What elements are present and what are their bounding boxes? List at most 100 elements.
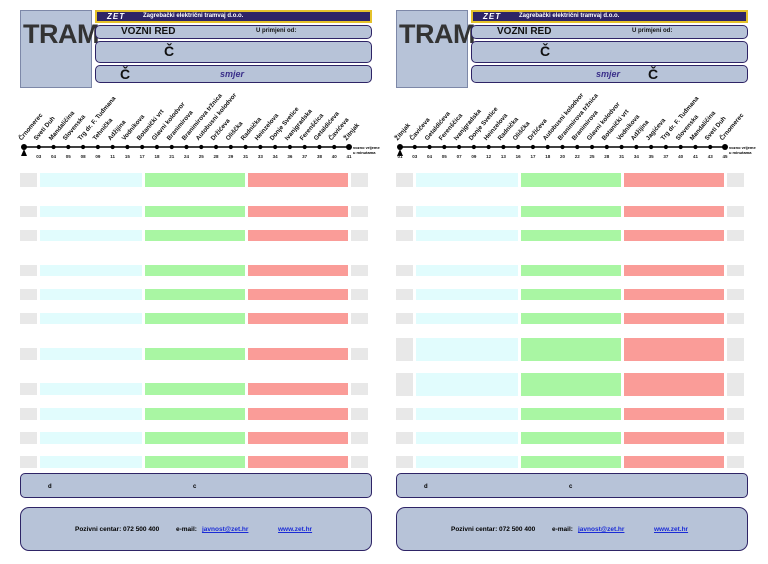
- tram-box: TRAM: [396, 10, 475, 88]
- stop-dot: [258, 144, 263, 150]
- schedule-row: [20, 456, 372, 468]
- schedule-cell: [248, 383, 348, 395]
- travel-time: 07: [456, 154, 462, 159]
- smjer-line-char: Č: [648, 66, 659, 82]
- travel-time: 41: [346, 154, 352, 159]
- schedule-cell: [396, 206, 413, 217]
- travel-time: 25: [198, 154, 204, 159]
- stop-dot: [560, 144, 565, 150]
- web-link[interactable]: www.zet.hr: [654, 526, 689, 533]
- schedule-cell: [396, 373, 413, 396]
- schedule-row: [20, 230, 372, 241]
- schedule-cell: [40, 173, 142, 187]
- tram-label: TRAM: [23, 19, 99, 49]
- travel-time: 35: [648, 154, 654, 159]
- stop-dot: [287, 144, 293, 150]
- travel-time: 45: [722, 154, 728, 159]
- schedule-cell: [624, 313, 724, 324]
- travel-time: 17: [139, 154, 145, 159]
- schedule-cell: [351, 408, 368, 420]
- vozni-red-field: VOZNI RED U primjeni od:: [471, 25, 748, 39]
- schedule-cell: [20, 265, 37, 276]
- travel-time: 28: [213, 154, 219, 159]
- schedule-cell: [248, 265, 348, 276]
- schedule-cell: [727, 432, 744, 444]
- travel-time: 37: [302, 154, 308, 159]
- schedule-cell: [248, 432, 348, 444]
- schedule-row: [20, 289, 372, 300]
- stop-dot: [273, 144, 278, 150]
- schedule-row: [20, 265, 372, 276]
- travel-time: 25: [589, 154, 595, 159]
- schedule-cell: [20, 456, 37, 468]
- stop-dot: [516, 144, 521, 150]
- tram-label: TRAM: [399, 19, 475, 49]
- web-link[interactable]: www.zet.hr: [278, 526, 313, 533]
- route-diagram: vozno vrijeme u minutama Žitnjak Čavićeva…: [394, 88, 756, 168]
- travel-time: 04: [51, 154, 57, 159]
- schedule-row: [20, 173, 372, 187]
- travel-time: 09: [95, 154, 101, 159]
- stop-dot: [213, 144, 219, 150]
- stop-dot: [693, 144, 698, 150]
- schedule-cell: [20, 206, 37, 217]
- schedule-cell: [248, 206, 348, 217]
- schedule-cell: [396, 456, 413, 468]
- schedule-cell: [396, 230, 413, 241]
- schedule-cell: [624, 230, 724, 241]
- route-diagram: vozno vrijeme u minutama Črnomerec Sveti …: [18, 88, 380, 168]
- travel-time: 34: [272, 154, 278, 159]
- schedule-cell: [248, 348, 348, 360]
- schedule-cell: [145, 173, 245, 187]
- stop-dot: [110, 144, 115, 150]
- schedule-cell: [727, 289, 744, 300]
- travel-time-note: vozno vrijeme u minutama: [729, 145, 756, 155]
- stop-dot: [80, 144, 86, 150]
- schedule-cell: [351, 383, 368, 395]
- travel-time: 11: [110, 154, 116, 159]
- call-center: Pozivni centar: 072 500 400: [451, 526, 536, 533]
- travel-time: 18: [154, 154, 160, 159]
- schedule-row: [396, 456, 748, 468]
- travel-time: 41: [692, 154, 698, 159]
- schedule-cell: [40, 206, 142, 217]
- stop-dot: [397, 144, 403, 150]
- vozni-red-field: VOZNI RED U primjeni od:: [95, 25, 372, 39]
- stop-dot: [663, 144, 669, 150]
- schedule-cell: [40, 289, 142, 300]
- schedule-row: [20, 348, 372, 360]
- schedule-cell: [416, 456, 518, 468]
- travel-time: 17: [530, 154, 536, 159]
- schedule-row: [20, 313, 372, 324]
- schedule-cell: [396, 408, 413, 420]
- schedule-cell: [20, 173, 37, 187]
- schedule-row: [396, 432, 748, 444]
- travel-time: 31: [243, 154, 249, 159]
- schedule-row: [396, 408, 748, 420]
- u-primjeni-label: U primjeni od:: [256, 28, 297, 34]
- schedule-row: [396, 289, 748, 300]
- schedule-cell: [624, 289, 724, 300]
- travel-time: 24: [183, 154, 190, 159]
- email-link[interactable]: javnost@zet.hr: [202, 526, 249, 533]
- email-link[interactable]: javnost@zet.hr: [578, 526, 625, 533]
- schedule-cell: [416, 408, 518, 420]
- schedule-cell: [248, 456, 348, 468]
- schedule-cell: [351, 265, 368, 276]
- schedule-cell: [396, 265, 413, 276]
- legend-bar: d c: [396, 473, 748, 498]
- timetable-left: TRAM ZET Zagrebački električni tramvaj d…: [18, 10, 380, 555]
- schedule-row: [396, 230, 748, 241]
- stop-dot: [604, 144, 609, 150]
- stop-dot: [456, 144, 462, 150]
- schedule-cell: [145, 383, 245, 395]
- schedule-cell: [351, 432, 368, 444]
- schedule-cell: [416, 373, 518, 396]
- stop-dot: [545, 144, 550, 150]
- stop-dot: [199, 144, 204, 150]
- schedule-cell: [521, 432, 621, 444]
- schedule-row: [396, 265, 748, 276]
- schedule-cell: [624, 338, 724, 361]
- schedule-cell: [248, 289, 348, 300]
- company-bar: ZET Zagrebački električni tramvaj d.o.o.: [95, 10, 372, 23]
